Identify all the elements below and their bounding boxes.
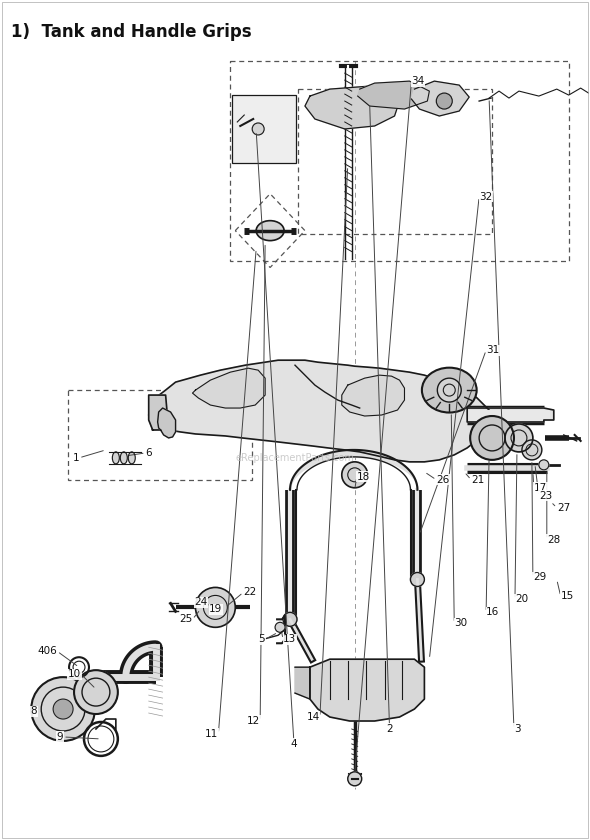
Bar: [298, 89, 492, 234]
Text: 31: 31: [486, 345, 499, 355]
Circle shape: [31, 677, 95, 741]
Ellipse shape: [112, 452, 119, 464]
Circle shape: [348, 772, 362, 785]
Text: 3: 3: [514, 724, 520, 734]
Ellipse shape: [256, 221, 284, 240]
Polygon shape: [411, 81, 469, 116]
Text: 8: 8: [31, 706, 37, 716]
Text: 4: 4: [291, 739, 297, 749]
Text: 28: 28: [547, 534, 560, 544]
Text: 18: 18: [357, 472, 370, 482]
Text: eReplacementParts.com: eReplacementParts.com: [235, 453, 355, 463]
Text: 6: 6: [146, 448, 152, 458]
Text: 16: 16: [486, 607, 499, 617]
Text: 14: 14: [307, 712, 320, 722]
Text: 15: 15: [560, 591, 574, 601]
Text: 17: 17: [534, 483, 547, 493]
Circle shape: [470, 416, 514, 459]
Polygon shape: [467, 408, 554, 422]
Text: 9: 9: [57, 732, 63, 742]
Circle shape: [252, 123, 264, 135]
Text: 1)  Tank and Handle Grips: 1) Tank and Handle Grips: [11, 24, 252, 41]
Circle shape: [437, 93, 453, 109]
Polygon shape: [295, 667, 310, 699]
Text: 19: 19: [209, 604, 222, 614]
Circle shape: [437, 378, 461, 402]
Polygon shape: [158, 408, 176, 438]
Text: 27: 27: [557, 502, 570, 512]
Text: 10: 10: [68, 669, 81, 680]
Circle shape: [342, 462, 368, 488]
Circle shape: [505, 424, 533, 452]
Polygon shape: [149, 395, 169, 430]
Text: 11: 11: [205, 729, 218, 739]
Circle shape: [275, 622, 285, 633]
Ellipse shape: [128, 452, 135, 464]
Circle shape: [283, 612, 297, 627]
Text: 24: 24: [194, 597, 208, 607]
Text: 30: 30: [454, 618, 467, 628]
Polygon shape: [192, 368, 265, 408]
Polygon shape: [358, 81, 430, 109]
Text: 22: 22: [243, 587, 257, 597]
Text: 5: 5: [258, 634, 265, 644]
Polygon shape: [305, 87, 399, 129]
Circle shape: [53, 699, 73, 719]
Text: 29: 29: [533, 573, 546, 582]
Ellipse shape: [422, 368, 477, 412]
Bar: [232, 95, 296, 163]
Text: 406: 406: [37, 646, 57, 656]
Text: 32: 32: [479, 192, 493, 202]
Bar: [68, 390, 252, 480]
Circle shape: [74, 670, 118, 714]
Text: 23: 23: [539, 491, 552, 501]
Text: 13: 13: [283, 634, 296, 644]
Circle shape: [522, 440, 542, 459]
Text: 2: 2: [386, 724, 393, 734]
Text: 34: 34: [411, 76, 425, 87]
Text: 20: 20: [515, 595, 528, 605]
Circle shape: [539, 459, 549, 470]
Polygon shape: [310, 659, 424, 721]
Polygon shape: [149, 360, 494, 462]
Text: 25: 25: [179, 614, 192, 624]
Text: 1: 1: [73, 453, 79, 463]
Circle shape: [411, 573, 424, 586]
Ellipse shape: [120, 452, 127, 464]
Text: 12: 12: [247, 716, 260, 726]
Text: 26: 26: [437, 475, 450, 485]
Polygon shape: [342, 375, 405, 416]
Circle shape: [195, 587, 235, 627]
Text: 21: 21: [471, 475, 484, 485]
Bar: [230, 61, 569, 260]
